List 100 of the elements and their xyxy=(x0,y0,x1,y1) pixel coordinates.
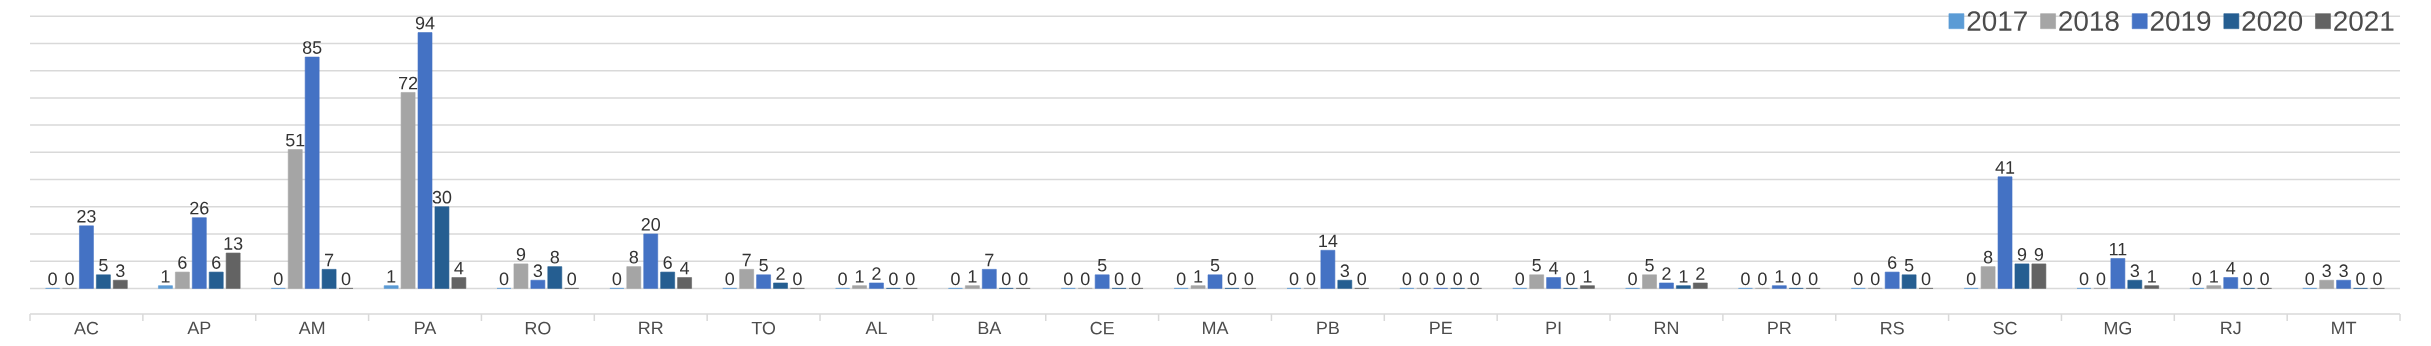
x-tick-label: SC xyxy=(1993,321,2017,335)
bar xyxy=(451,277,467,289)
bar xyxy=(1546,277,1561,289)
bar xyxy=(530,279,546,289)
data-label: 3 xyxy=(1340,264,1350,278)
data-label: 0 xyxy=(612,272,622,286)
bar xyxy=(383,285,399,289)
data-label: 4 xyxy=(454,261,464,275)
x-tick-label: BA xyxy=(978,321,1002,335)
bar xyxy=(1207,274,1223,289)
x-tick-label: AC xyxy=(74,321,99,335)
data-label: 3 xyxy=(116,264,125,278)
data-label: 0 xyxy=(1227,272,1237,286)
data-label: 0 xyxy=(1921,272,1931,286)
bar xyxy=(773,282,788,289)
data-label: 8 xyxy=(1983,250,1993,264)
legend-label: 2017 xyxy=(1967,11,2027,31)
data-label: 0 xyxy=(838,272,847,286)
data-label: 4 xyxy=(2226,261,2236,275)
data-label: 0 xyxy=(1064,272,1073,286)
x-tick-label: CE xyxy=(1090,321,1114,335)
data-label: 6 xyxy=(663,256,672,269)
data-label: 1 xyxy=(2148,270,2156,283)
data-label: 7 xyxy=(985,253,994,267)
data-label: 0 xyxy=(1870,272,1880,286)
bar xyxy=(965,285,980,289)
bar xyxy=(1693,282,1708,289)
data-label: 0 xyxy=(1306,272,1316,286)
data-label: 51 xyxy=(285,133,305,147)
data-label: 5 xyxy=(99,259,108,272)
bar xyxy=(1884,271,1900,289)
data-label: 0 xyxy=(1131,272,1141,286)
data-label: 6 xyxy=(212,256,221,269)
data-label: 0 xyxy=(2243,272,2252,286)
data-label: 0 xyxy=(1114,272,1124,286)
data-label: 41 xyxy=(1995,161,2015,174)
data-label: 0 xyxy=(341,272,351,286)
bar xyxy=(660,271,675,289)
data-label: 3 xyxy=(533,264,543,278)
data-label: 0 xyxy=(1018,272,1028,286)
data-label: 1 xyxy=(1679,270,1688,283)
data-label: 4 xyxy=(1549,261,1559,275)
data-label: 0 xyxy=(906,272,915,286)
bar xyxy=(739,269,754,289)
data-label: 7 xyxy=(325,253,334,267)
x-tick-label: AL xyxy=(865,321,887,335)
bar xyxy=(626,266,642,289)
bar xyxy=(417,32,433,289)
data-label: 5 xyxy=(1904,259,1914,272)
data-label: 1 xyxy=(1194,270,1203,283)
bar xyxy=(400,92,416,289)
data-label: 0 xyxy=(1402,272,1412,286)
bar xyxy=(113,279,128,289)
data-label: 0 xyxy=(1758,272,1767,286)
data-label: 5 xyxy=(1210,259,1220,272)
data-label: 0 xyxy=(1419,272,1429,286)
bar xyxy=(2014,263,2030,289)
data-label: 2 xyxy=(872,267,881,280)
data-label: 0 xyxy=(1176,272,1186,286)
bar xyxy=(1676,285,1691,289)
bar xyxy=(1094,274,1110,289)
x-tick-label: PB xyxy=(1317,321,1339,335)
bar xyxy=(982,269,997,289)
bar xyxy=(1980,266,1996,289)
bar xyxy=(175,271,190,289)
data-label: 1 xyxy=(387,270,396,283)
x-tick-label: PI xyxy=(1546,321,1561,335)
data-label: 3 xyxy=(2339,264,2348,278)
data-label: 1 xyxy=(1775,270,1784,283)
bar xyxy=(1659,282,1674,289)
x-tick-label: AP xyxy=(187,321,211,335)
data-label: 4 xyxy=(680,261,690,275)
bar xyxy=(1901,274,1917,289)
bar xyxy=(96,274,111,289)
x-tick-label: AM xyxy=(298,321,325,335)
bar xyxy=(2319,279,2334,289)
data-label: 1 xyxy=(2210,270,2218,283)
data-label: 1 xyxy=(1583,270,1592,283)
bar xyxy=(2127,279,2143,289)
legend-label: 2019 xyxy=(2150,11,2211,31)
data-label: 0 xyxy=(2192,272,2202,286)
data-label: 0 xyxy=(1741,272,1750,286)
data-label: 8 xyxy=(550,250,560,264)
data-label: 0 xyxy=(48,272,57,286)
data-label: 0 xyxy=(2096,272,2106,286)
data-label: 0 xyxy=(2305,272,2315,286)
data-label: 14 xyxy=(1319,234,1338,248)
data-label: 0 xyxy=(1854,272,1863,286)
bar xyxy=(2110,258,2126,289)
x-tick-label: MT xyxy=(2332,321,2357,335)
data-label: 13 xyxy=(224,237,243,250)
data-label: 0 xyxy=(1628,272,1637,286)
data-label: 0 xyxy=(1453,272,1462,286)
data-label: 0 xyxy=(951,272,960,286)
legend-label: 2021 xyxy=(2334,11,2394,31)
bar xyxy=(79,225,94,289)
data-label: 5 xyxy=(759,259,768,272)
data-label: 5 xyxy=(1097,259,1107,272)
data-label: 0 xyxy=(1436,272,1446,286)
legend-label: 2020 xyxy=(2242,11,2303,31)
